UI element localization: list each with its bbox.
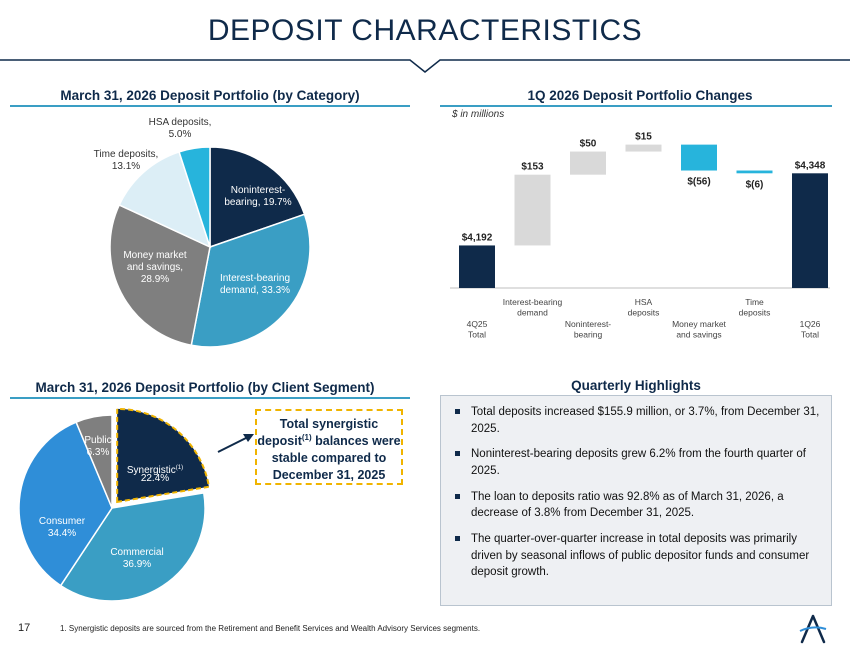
segment-pie-rule <box>10 397 410 399</box>
page-number: 17 <box>18 622 31 634</box>
waterfall-category-label: Noninterest-bearing <box>565 319 611 340</box>
pie-slice <box>18 421 113 587</box>
waterfall-bar <box>792 173 828 288</box>
waterfall-subtitle: $ in millions <box>452 109 505 120</box>
waterfall-bar <box>681 144 717 171</box>
highlight-item: Total deposits increased $155.9 million,… <box>453 404 821 437</box>
pie-slice <box>59 492 206 602</box>
pie-slice-label: Public 6.3% <box>84 435 111 458</box>
callout-line-2: deposit(1) balances were <box>257 432 401 449</box>
waterfall-category-label: 1Q26 Total <box>800 319 821 340</box>
waterfall-value-label: $50 <box>580 139 597 150</box>
pie-slice-label: Money market and savings, 28.9% <box>123 250 187 285</box>
title-divider <box>0 59 850 73</box>
waterfall-category-label: Time deposits <box>739 297 771 318</box>
pie-slice-label: Synergistic(1) 22.4% <box>127 465 183 484</box>
waterfall-category-label: Money market and savings <box>672 319 726 340</box>
waterfall-chart: $4,192 $153 $50 $15 $(56) $(6) $4,348 4Q25 Total… <box>450 132 830 340</box>
waterfall-category-label: 4Q25 Total <box>467 319 488 340</box>
pie-slice <box>178 146 211 248</box>
waterfall-category-label: Interest-bearing demand <box>503 297 563 318</box>
highlights-title: Quarterly Highlights <box>571 378 701 393</box>
highlights-box: Total deposits increased $155.9 million,… <box>440 395 832 606</box>
waterfall-value-label: $4,348 <box>795 160 826 171</box>
waterfall-value-label: $(6) <box>746 179 764 190</box>
waterfall-bar <box>570 151 606 175</box>
segment-pie-chart: Synergistic(1) 22.4% Commercial 36.9% Consum… <box>18 407 211 602</box>
pie-slice <box>116 407 211 504</box>
waterfall-title: 1Q 2026 Deposit Portfolio Changes <box>527 88 753 103</box>
pie-slice <box>190 213 311 348</box>
highlight-item: The loan to deposits ratio was 92.8% as … <box>453 489 821 522</box>
waterfall-rule <box>440 105 832 107</box>
page-title: DEPOSIT CHARACTERISTICS <box>207 14 643 47</box>
synergistic-callout: Total synergistic deposit(1) balances we… <box>255 409 403 485</box>
pie-slice-label: Interest-bearing demand, 33.3% <box>220 273 290 296</box>
waterfall-bar <box>514 174 551 246</box>
footnote: 1. Synergistic deposits are sourced from… <box>60 624 481 633</box>
pie-slice-label: HSA deposits, 5.0% <box>149 117 212 140</box>
callout-line-4: December 31, 2025 <box>272 467 386 482</box>
category-pie-title: March 31, 2026 Deposit Portfolio (by Cat… <box>60 88 360 103</box>
waterfall-bar <box>625 144 662 152</box>
waterfall-bar <box>736 170 773 174</box>
callout-arrow <box>217 434 254 453</box>
category-pie-chart: Noninterest-bearing, 19.7% Interest-beari… <box>94 117 311 348</box>
pie-slice-label: Commercial 36.9% <box>110 547 163 570</box>
company-logo-icon <box>799 614 827 644</box>
waterfall-value-label: $15 <box>635 132 652 143</box>
pie-slice-label: Time deposits, 13.1% <box>94 149 159 172</box>
waterfall-bar <box>459 245 495 288</box>
waterfall-category-label: HSA deposits <box>628 297 660 318</box>
highlight-item: Noninterest-bearing deposits grew 6.2% f… <box>453 446 821 479</box>
pie-slice <box>118 150 212 249</box>
callout-line-1: Total synergistic <box>279 417 379 431</box>
callout-line-3: stable compared to <box>271 450 387 465</box>
pie-slice-label: Noninterest-bearing, 19.7% <box>224 185 291 208</box>
highlight-item: The quarter-over-quarter increase in tot… <box>453 531 821 581</box>
pie-slice <box>109 203 211 347</box>
waterfall-value-label: $(56) <box>687 177 710 188</box>
pie-slice-label: Consumer 34.4% <box>39 516 86 539</box>
waterfall-value-label: $4,192 <box>462 232 493 243</box>
pie-slice <box>75 414 113 509</box>
segment-pie-title: March 31, 2026 Deposit Portfolio (by Cli… <box>35 380 375 395</box>
waterfall-value-label: $153 <box>521 162 544 173</box>
category-pie-rule <box>10 105 410 107</box>
